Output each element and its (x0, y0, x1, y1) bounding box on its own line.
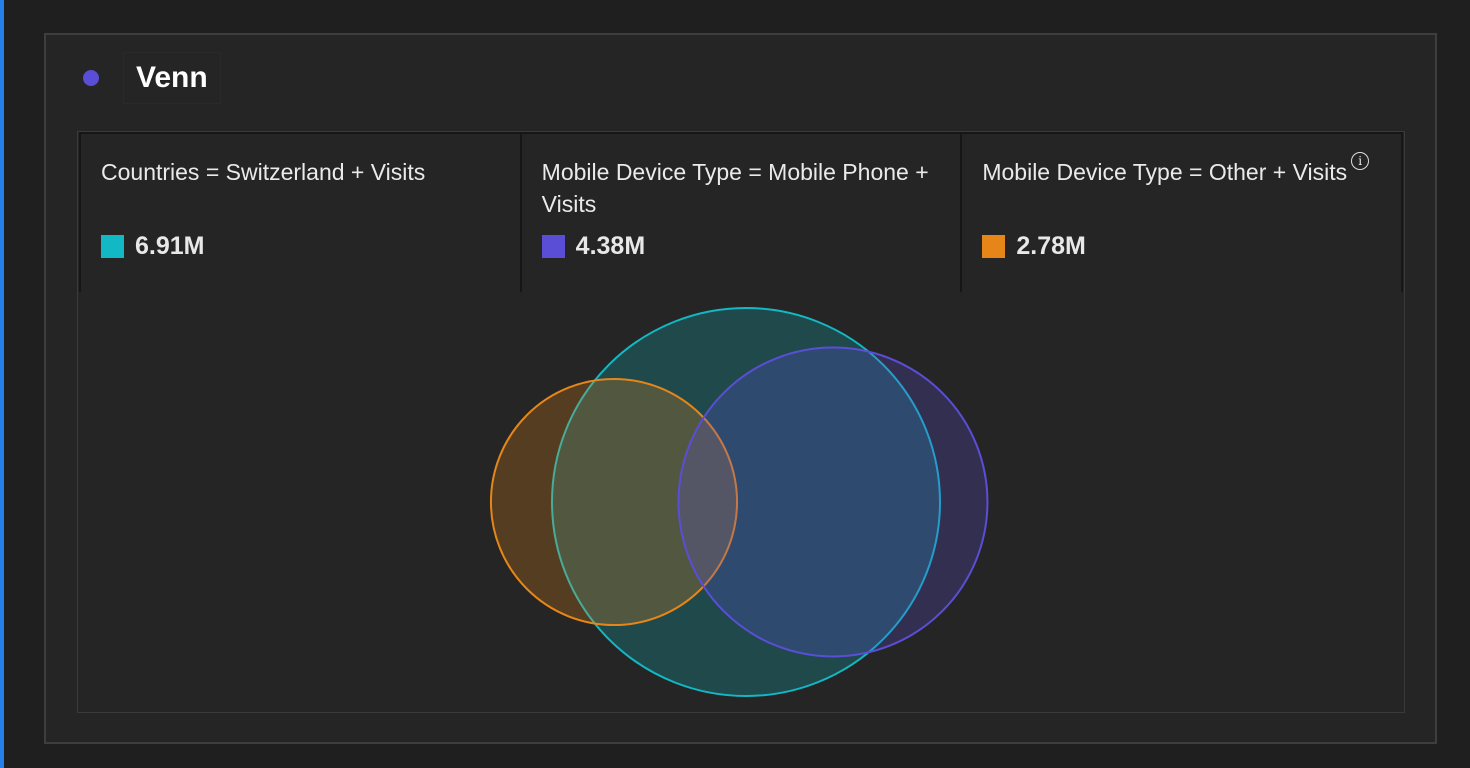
panel-title[interactable]: Venn (123, 52, 221, 104)
legend-label: Mobile Device Type = Mobile Phone + Visi… (541, 159, 929, 217)
left-accent-bar (0, 0, 4, 768)
legend-item-other[interactable]: Mobile Device Type = Other + Visits i 2.7… (962, 132, 1404, 292)
venn-visualization (77, 131, 1405, 713)
legend-label: Mobile Device Type = Other + Visits (982, 159, 1348, 185)
venn-circle-other[interactable] (489, 377, 739, 627)
legend-swatch (101, 235, 124, 258)
legend-item-mobile-phone[interactable]: Mobile Device Type = Mobile Phone + Visi… (521, 132, 963, 292)
legend-swatch (982, 235, 1006, 258)
legend-item-switzerland[interactable]: Countries = Switzerland + Visits 6.91M (79, 132, 522, 292)
legend-value: 2.78M (1016, 232, 1086, 260)
venn-circle-mobile-phone[interactable] (677, 346, 989, 658)
legend-value: 4.38M (575, 232, 646, 260)
legend-swatch (541, 235, 565, 258)
legend-value: 6.91M (135, 232, 205, 260)
info-icon[interactable]: i (1351, 152, 1370, 170)
venn-legend: Countries = Switzerland + Visits 6.91M M… (79, 132, 1404, 292)
venn-circle-switzerland[interactable] (551, 307, 941, 697)
panel-status-dot (83, 70, 99, 86)
legend-label: Countries = Switzerland + Visits (101, 159, 426, 185)
